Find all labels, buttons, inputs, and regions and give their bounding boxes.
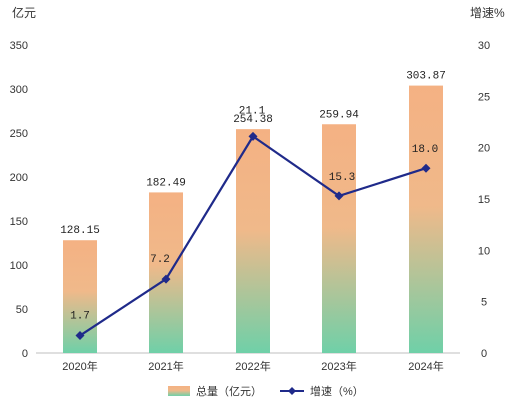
right-tick-label: 5 (481, 297, 487, 309)
bar (236, 129, 270, 353)
line-value-labels: 1.7 7.2 21.1 15.3 18.0 (70, 105, 438, 322)
left-tick-label: 200 (10, 172, 28, 184)
bar-value-label: 128.15 (60, 225, 100, 237)
x-tick-label: 2021年 (148, 359, 183, 373)
x-tick-label: 2022年 (235, 359, 270, 373)
right-tick-label: 30 (478, 40, 490, 52)
legend-bar-swatch (168, 386, 190, 396)
x-tick-label: 2024年 (408, 359, 443, 373)
right-axis-unit: 增速% (470, 6, 505, 20)
growth-point (248, 131, 258, 141)
left-tick-label: 350 (10, 40, 28, 52)
legend-line-marker (288, 387, 296, 395)
growth-value-label: 15.3 (329, 172, 355, 184)
bar-value-label: 259.94 (319, 109, 359, 121)
right-axis-ticks: 0 5 10 15 20 25 30 (478, 40, 490, 360)
growth-point (334, 191, 344, 201)
left-tick-label: 150 (10, 216, 28, 228)
bar-value-label: 254.38 (233, 114, 273, 126)
growth-value-label: 21.1 (239, 105, 266, 117)
left-tick-label: 0 (22, 348, 28, 360)
left-tick-label: 50 (16, 304, 28, 316)
growth-point (421, 163, 431, 173)
bar-series (63, 85, 443, 354)
bar (322, 124, 356, 353)
x-tick-label: 2020年 (62, 359, 97, 373)
right-tick-label: 25 (478, 91, 490, 103)
x-tick-label: 2023年 (321, 359, 356, 373)
growth-point (75, 331, 85, 341)
left-tick-label: 300 (10, 84, 28, 96)
right-tick-label: 10 (478, 245, 490, 257)
left-axis-ticks: 0 50 100 150 200 250 300 350 (10, 40, 28, 360)
legend-line-label: 增速（%） (310, 384, 364, 398)
x-axis-ticks: 2020年 2021年 2022年 2023年 2024年 (62, 359, 443, 373)
legend-bar-label: 总量（亿元） (196, 384, 262, 398)
bar-value-labels: 128.15 182.49 254.38 259.94 303.87 (60, 71, 446, 238)
bar (149, 192, 183, 353)
growth-point (161, 274, 171, 284)
bar (409, 85, 443, 354)
right-tick-label: 20 (478, 143, 490, 155)
right-tick-label: 15 (478, 194, 490, 206)
left-axis-unit: 亿元 (12, 5, 36, 20)
bar-value-label: 303.87 (406, 71, 446, 83)
right-tick-label: 0 (481, 348, 487, 360)
bar-value-label: 182.49 (146, 177, 186, 189)
line-series (75, 131, 431, 341)
growth-value-label: 18.0 (412, 144, 438, 156)
growth-value-label: 7.2 (150, 254, 170, 266)
legend: 总量（亿元） 增速（%） (168, 384, 364, 398)
left-tick-label: 250 (10, 128, 28, 140)
left-tick-label: 100 (10, 260, 28, 272)
growth-value-label: 1.7 (70, 311, 90, 323)
